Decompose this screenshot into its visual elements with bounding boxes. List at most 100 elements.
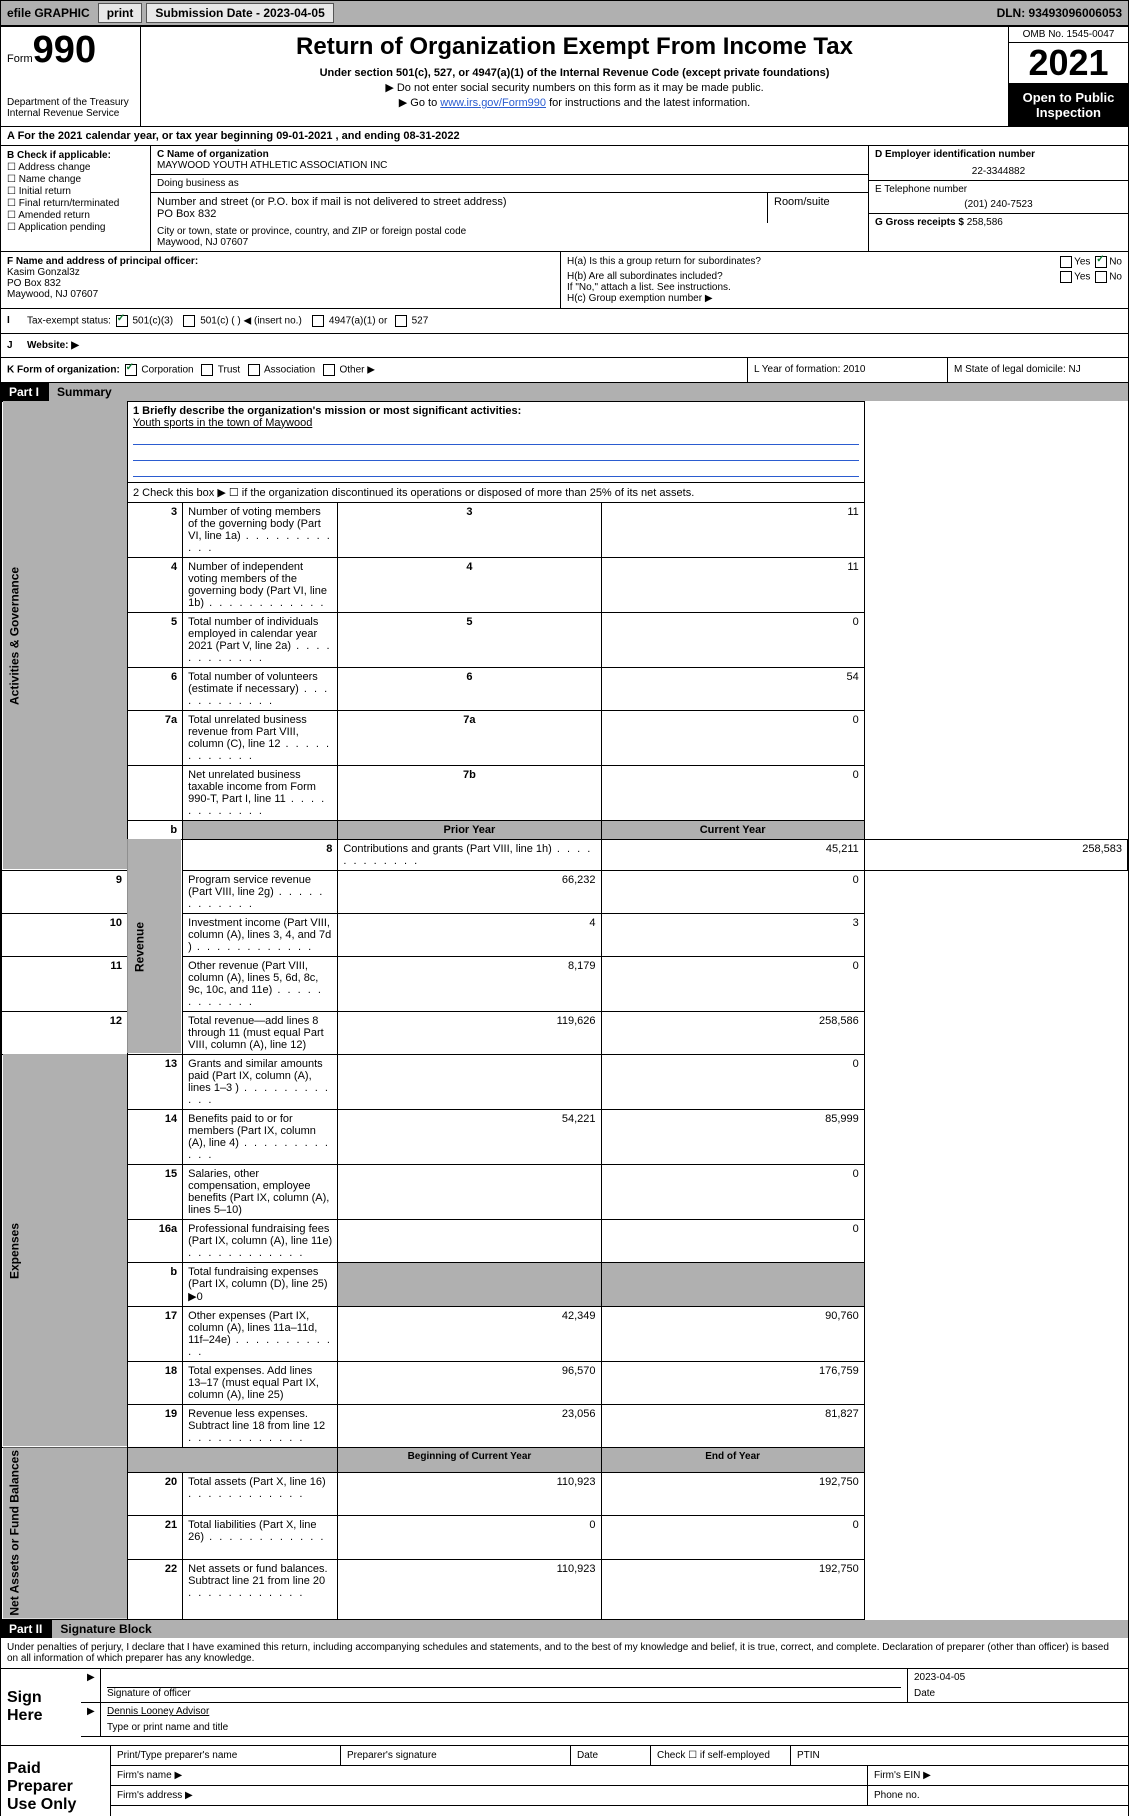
form-title: Return of Organization Exempt From Incom… [149,33,1000,61]
vtab-activities-governance: Activities & Governance [2,401,128,870]
form-header: Form990 Department of the Treasury Inter… [1,27,1128,127]
table-row: 7aTotal unrelated business revenue from … [2,710,1128,765]
table-row: 14Benefits paid to or for members (Part … [2,1109,1128,1164]
chk-4947[interactable] [312,315,324,327]
hc-label: H(c) Group exemption number ▶ [567,293,1122,304]
mission-line [133,431,859,445]
efile-label: efile GRAPHIC [1,6,96,20]
f-addr1: PO Box 832 [7,278,554,289]
row-i: I Tax-exempt status: 501(c)(3) 501(c) ( … [1,309,1128,334]
table-row: 22Net assets or fund balances. Subtract … [2,1559,1128,1619]
sig-date-label: Date [914,1688,1122,1699]
mission-line [133,447,859,461]
table-row: 17Other expenses (Part IX, column (A), l… [2,1306,1128,1361]
irs-link[interactable]: www.irs.gov/Form990 [440,97,546,109]
ptin-label: PTIN [791,1746,1128,1765]
part1-label: Part I [9,385,49,399]
col-b-title: B Check if applicable: [7,150,144,161]
col-c-nameaddr: C Name of organization MAYWOOD YOUTH ATH… [151,146,868,251]
vtab-net-assets: Net Assets or Fund Balances [2,1447,128,1620]
dept-label: Department of the Treasury [7,97,134,108]
table-row: 15Salaries, other compensation, employee… [2,1164,1128,1219]
website-label: Website: ▶ [21,334,1128,357]
chk-corp[interactable] [125,364,137,376]
vtab-revenue: Revenue [127,839,182,1054]
mission-line [133,463,859,477]
firm-phone-label: Phone no. [868,1786,1128,1805]
chk-501c3[interactable] [116,315,128,327]
paid-preparer-grid: Paid Preparer Use Only Print/Type prepar… [1,1745,1128,1816]
preparer-date-label: Date [571,1746,651,1765]
chk-other[interactable] [323,364,335,376]
year-box: OMB No. 1545-0047 2021 Open to Public In… [1008,27,1128,126]
addr-label: Number and street (or P.O. box if mail i… [157,196,761,208]
summary-table: Activities & Governance 1 Briefly descri… [1,401,1128,1621]
title-box: Return of Organization Exempt From Incom… [141,27,1008,126]
chk-501c[interactable] [183,315,195,327]
chk-final-return[interactable]: ☐ Final return/terminated [7,198,144,209]
print-button[interactable]: print [98,3,143,23]
chk-amended-return[interactable]: ☐ Amended return [7,210,144,221]
city-label: City or town, state or province, country… [157,226,862,237]
row-a-period: A For the 2021 calendar year, or tax yea… [1,127,1128,146]
row-k: K Form of organization: Corporation Trus… [1,358,1128,383]
m-state-domicile: M State of legal domicile: NJ [948,358,1128,382]
table-row: bTotal fundraising expenses (Part IX, co… [2,1262,1128,1306]
f-name: Kasim Gonzal3z [7,267,554,278]
omb-label: OMB No. 1545-0047 [1009,27,1128,43]
sig-officer-label: Signature of officer [107,1688,901,1699]
hb-no-checkbox[interactable] [1095,271,1107,283]
ein-value: 22-3344882 [875,166,1122,177]
row-j: J Website: ▶ [1,334,1128,358]
officer-signature-line[interactable] [107,1672,901,1688]
ha-no-checkbox[interactable] [1095,256,1107,268]
part2-label: Part II [9,1622,52,1636]
q1-mission: Youth sports in the town of Maywood [133,417,859,429]
submission-date-label: Submission Date - 2023-04-05 [146,3,333,23]
table-row: 6Total number of volunteers (estimate if… [2,667,1128,710]
form-number: 990 [33,29,96,71]
form-subtitle: Under section 501(c), 527, or 4947(a)(1)… [149,67,1000,79]
col-d-ein: D Employer identification number 22-3344… [868,146,1128,251]
sig-arrow-icon: ▶ [81,1669,101,1702]
l-year-formation: L Year of formation: 2010 [748,358,948,382]
ein-label: D Employer identification number [875,149,1122,160]
table-row: 3Number of voting members of the governi… [2,502,1128,557]
firm-ein-label: Firm's EIN ▶ [868,1766,1128,1785]
ssn-note: ▶ Do not enter social security numbers o… [149,81,1000,94]
room-label: Room/suite [768,193,868,223]
form-frame: Form990 Department of the Treasury Inter… [0,26,1129,1816]
chk-trust[interactable] [201,364,213,376]
chk-527[interactable] [395,315,407,327]
form-id-box: Form990 Department of the Treasury Inter… [1,27,141,126]
vtab-expenses: Expenses [2,1054,128,1447]
identity-grid: B Check if applicable: ☐ Address change … [1,146,1128,252]
f-label: F Name and address of principal officer: [7,256,554,267]
table-row: 4Number of independent voting members of… [2,557,1128,612]
chk-address-change[interactable]: ☐ Address change [7,162,144,173]
q1-label: 1 Briefly describe the organization's mi… [133,405,859,417]
hb-yes-checkbox[interactable] [1060,271,1072,283]
gross-label: G Gross receipts $ [875,217,964,228]
gross-value: 258,586 [967,217,1003,228]
irs-label: Internal Revenue Service [7,108,134,119]
hb-label: H(b) Are all subordinates included? [567,271,723,282]
ha-label: H(a) Is this a group return for subordin… [567,256,761,267]
self-employed-check[interactable]: Check ☐ if self-employed [651,1746,791,1765]
open-public-label: Open to Public Inspection [1009,84,1128,126]
row-f-h: F Name and address of principal officer:… [1,252,1128,309]
chk-name-change[interactable]: ☐ Name change [7,174,144,185]
col-b-checks: B Check if applicable: ☐ Address change … [1,146,151,251]
prior-year-hdr: Prior Year [338,820,601,839]
h-block: H(a) Is this a group return for subordin… [561,252,1128,308]
table-row: 18Total expenses. Add lines 13–17 (must … [2,1361,1128,1404]
ha-yes-checkbox[interactable] [1060,256,1072,268]
chk-assoc[interactable] [248,364,260,376]
table-row: Net unrelated business taxable income fr… [2,765,1128,820]
org-name-label: C Name of organization [157,149,862,160]
sig-date-value: 2023-04-05 [914,1672,1122,1688]
chk-app-pending[interactable]: ☐ Application pending [7,222,144,233]
f-officer-block: F Name and address of principal officer:… [1,252,561,308]
city-value: Maywood, NJ 07607 [157,237,862,248]
chk-initial-return[interactable]: ☐ Initial return [7,186,144,197]
